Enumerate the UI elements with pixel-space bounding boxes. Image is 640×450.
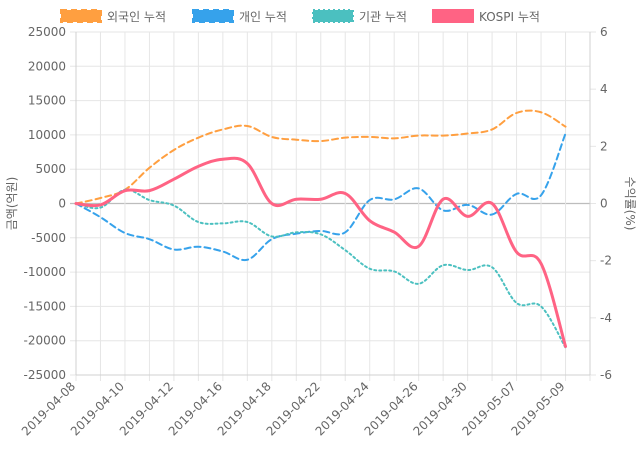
- legend-swatch: [60, 9, 102, 23]
- legend-label: 기관 누적: [359, 10, 407, 24]
- y-left-tick-label: 15000: [28, 94, 66, 108]
- y-left-tick-label: 25000: [28, 25, 66, 39]
- grid: [70, 31, 596, 381]
- y-right-tick-label: 4: [600, 82, 608, 96]
- legend-item[interactable]: 기관 누적: [312, 9, 407, 24]
- y-right-tick-label: 2: [600, 139, 608, 153]
- y-left-tick-label: 20000: [28, 59, 66, 73]
- y-right-tick-label: 6: [600, 25, 608, 39]
- legend-item[interactable]: 개인 누적: [192, 9, 287, 24]
- legend: 외국인 누적 개인 누적 기관 누적 KOSPI 누적: [60, 9, 540, 24]
- series-line-individual: [75, 132, 567, 262]
- y-left-tick-label: 5000: [35, 162, 66, 176]
- y-right-axis-title: 수익률(%): [623, 177, 637, 231]
- y-left-tick-label: -5000: [31, 231, 66, 245]
- series-line-institution: [75, 188, 567, 349]
- y-left-tick-label: -25000: [23, 368, 66, 382]
- series-lines: [74, 109, 568, 349]
- y-left-tick-label: 10000: [28, 128, 66, 142]
- legend-item[interactable]: 외국인 누적: [60, 9, 166, 24]
- legend-swatch: [432, 9, 474, 23]
- y-left-tick-label: -15000: [23, 299, 66, 313]
- legend-swatch: [312, 9, 354, 23]
- y-left-tick-label: 0: [58, 197, 66, 211]
- y-right-tick-label: -6: [600, 368, 612, 382]
- y-right-tick-label: -2: [600, 254, 612, 268]
- legend-label: KOSPI 누적: [479, 10, 540, 24]
- series-line-kospi: [74, 156, 568, 348]
- y-left-axis-title: 금액(억원): [5, 177, 19, 231]
- legend-label: 개인 누적: [239, 10, 287, 24]
- y-right-tick-label: -4: [600, 311, 612, 325]
- legend-item[interactable]: KOSPI 누적: [432, 9, 540, 24]
- legend-label: 외국인 누적: [107, 10, 166, 24]
- y-left-tick-label: -20000: [23, 334, 66, 348]
- y-right-tick-label: 0: [600, 197, 608, 211]
- legend-swatch: [192, 9, 234, 23]
- series-line-foreign: [75, 109, 567, 205]
- y-left-tick-label: -10000: [23, 265, 66, 279]
